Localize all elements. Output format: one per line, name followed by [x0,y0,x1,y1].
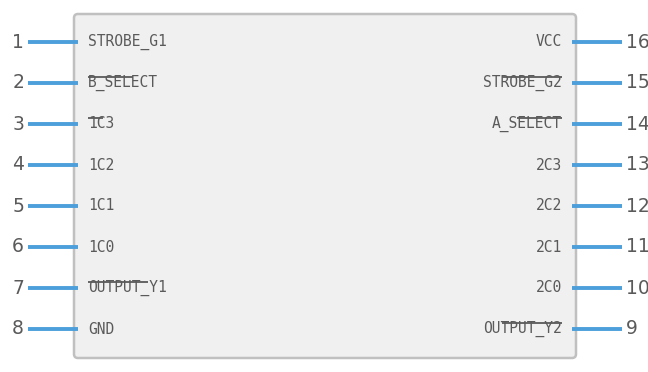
Text: B_SELECT: B_SELECT [88,75,158,91]
Text: 2C1: 2C1 [536,240,562,254]
Text: 2: 2 [12,74,24,93]
Text: 10: 10 [626,279,648,298]
Text: 12: 12 [626,196,648,215]
Text: 5: 5 [12,196,24,215]
Text: STROBE_G1: STROBE_G1 [88,34,167,50]
Text: STROBE_G2: STROBE_G2 [483,75,562,91]
Text: 2C2: 2C2 [536,199,562,214]
Text: 13: 13 [626,155,648,174]
Text: 2C0: 2C0 [536,280,562,295]
Text: 8: 8 [12,320,24,339]
Text: 1C0: 1C0 [88,240,114,254]
Text: VCC: VCC [536,35,562,49]
Text: 11: 11 [626,237,648,257]
Text: 15: 15 [626,74,648,93]
Text: A_SELECT: A_SELECT [492,116,562,132]
Text: 16: 16 [626,32,648,51]
Text: 3: 3 [12,115,24,134]
Text: 9: 9 [626,320,638,339]
Text: OUTPUT_Y1: OUTPUT_Y1 [88,280,167,296]
FancyBboxPatch shape [74,14,576,358]
Text: 2C3: 2C3 [536,157,562,173]
Text: 1: 1 [12,32,24,51]
Text: 1C3: 1C3 [88,116,114,131]
Text: OUTPUT_Y2: OUTPUT_Y2 [483,321,562,337]
Text: 4: 4 [12,155,24,174]
Text: 1C2: 1C2 [88,157,114,173]
Text: 7: 7 [12,279,24,298]
Text: 14: 14 [626,115,648,134]
Text: 6: 6 [12,237,24,257]
Text: GND: GND [88,321,114,337]
Text: 1C1: 1C1 [88,199,114,214]
